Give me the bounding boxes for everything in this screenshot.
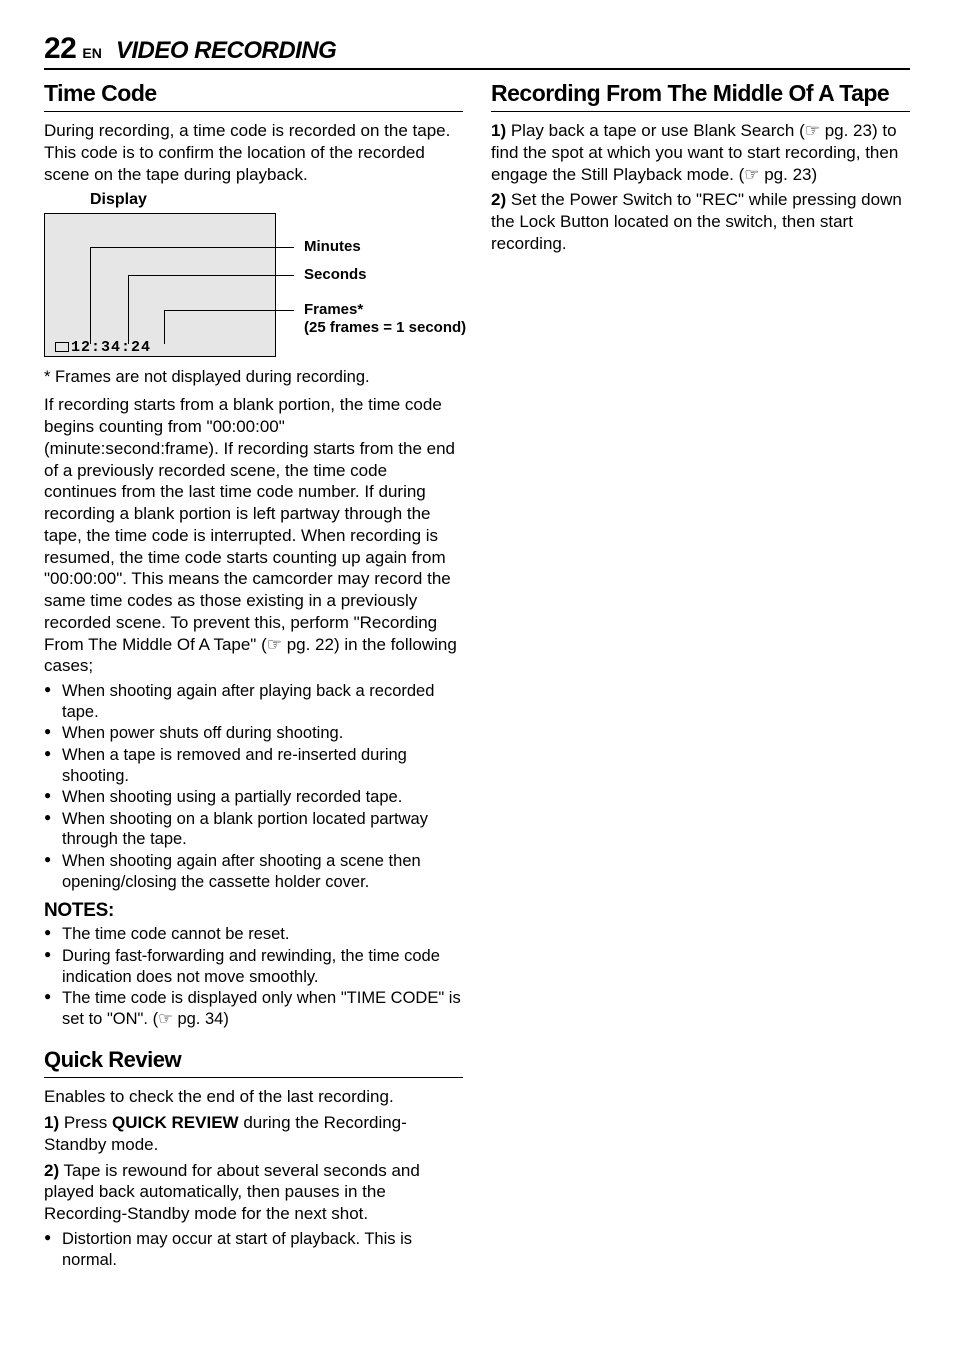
- left-column: Time Code During recording, a time code …: [44, 80, 463, 1276]
- notes-heading: NOTES:: [44, 900, 463, 922]
- middle-step1-label: 1): [491, 121, 506, 140]
- leader-minutes-h: [90, 247, 294, 248]
- middle-step2-text: Set the Power Switch to "REC" while pres…: [491, 190, 902, 253]
- middle-step2: 2) Set the Power Switch to "REC" while p…: [491, 189, 910, 254]
- leader-seconds-v: [128, 275, 129, 344]
- leader-frames-v: [164, 310, 165, 344]
- step1-bold: QUICK REVIEW: [112, 1113, 239, 1132]
- leader-minutes-v: [90, 247, 91, 344]
- two-column-layout: Time Code During recording, a time code …: [44, 80, 910, 1276]
- note-item: The time code cannot be reset.: [44, 924, 463, 945]
- step1-pre: Press: [59, 1113, 112, 1132]
- quick-review-step2: 2) Tape is rewound for about several sec…: [44, 1160, 463, 1225]
- case-item: When shooting again after shooting a sce…: [44, 851, 463, 892]
- case-item: When a tape is removed and re-inserted d…: [44, 745, 463, 786]
- heading-recording-middle: Recording From The Middle Of A Tape: [491, 80, 910, 112]
- note-item: During fast-forwarding and rewinding, th…: [44, 946, 463, 987]
- display-diagram: Display 12:34:24 Minutes Seconds: [44, 191, 463, 361]
- page-title: VIDEO RECORDING: [116, 37, 337, 65]
- step1-label: 1): [44, 1113, 59, 1132]
- heading-quick-review: Quick Review: [44, 1047, 463, 1078]
- middle-step1-text: Play back a tape or use Blank Search (☞ …: [491, 121, 898, 184]
- notes-list: The time code cannot be reset. During fa…: [44, 924, 463, 1029]
- case-item: When shooting using a partially recorded…: [44, 787, 463, 808]
- display-box: 12:34:24 Minutes Seconds Frames* (25 fra…: [44, 213, 463, 361]
- case-item: When shooting again after playing back a…: [44, 681, 463, 722]
- step2-label: 2): [44, 1161, 59, 1180]
- page-number: 22: [44, 32, 76, 66]
- note-item: The time code is displayed only when "TI…: [44, 988, 463, 1029]
- page-header: 22 EN VIDEO RECORDING: [44, 32, 910, 70]
- display-time-code-value: 12:34:24: [55, 339, 151, 356]
- quick-review-intro: Enables to check the end of the last rec…: [44, 1086, 463, 1108]
- time-code-cases: When shooting again after playing back a…: [44, 681, 463, 892]
- quick-review-bullet: Distortion may occur at start of playbac…: [44, 1229, 463, 1270]
- page-lang-suffix: EN: [82, 45, 101, 61]
- quick-review-bullets: Distortion may occur at start of playbac…: [44, 1229, 463, 1270]
- tc-digits: 12:34:24: [71, 339, 151, 356]
- frames-footnote: * Frames are not displayed during record…: [44, 367, 463, 388]
- case-item: When shooting on a blank portion located…: [44, 809, 463, 850]
- time-code-intro: During recording, a time code is recorde…: [44, 120, 463, 185]
- leader-frames-sub: (25 frames = 1 second): [304, 319, 466, 336]
- middle-step2-label: 2): [491, 190, 506, 209]
- leader-frames-label: Frames* (25 frames = 1 second): [304, 301, 466, 337]
- case-item: When power shuts off during shooting.: [44, 723, 463, 744]
- display-rect: 12:34:24: [44, 213, 276, 357]
- step2-text: Tape is rewound for about several second…: [44, 1161, 420, 1224]
- time-code-paragraph: If recording starts from a blank portion…: [44, 394, 463, 677]
- leader-seconds-label: Seconds: [304, 266, 367, 284]
- tape-icon: [55, 342, 69, 352]
- leader-frames-text: Frames*: [304, 301, 363, 318]
- display-label: Display: [90, 191, 463, 209]
- heading-time-code: Time Code: [44, 80, 463, 112]
- right-column: Recording From The Middle Of A Tape 1) P…: [491, 80, 910, 1276]
- leader-seconds-h: [128, 275, 294, 276]
- quick-review-step1: 1) Press QUICK REVIEW during the Recordi…: [44, 1112, 463, 1156]
- leader-minutes-label: Minutes: [304, 238, 361, 256]
- middle-step1: 1) Play back a tape or use Blank Search …: [491, 120, 910, 185]
- leader-frames-h: [164, 310, 294, 311]
